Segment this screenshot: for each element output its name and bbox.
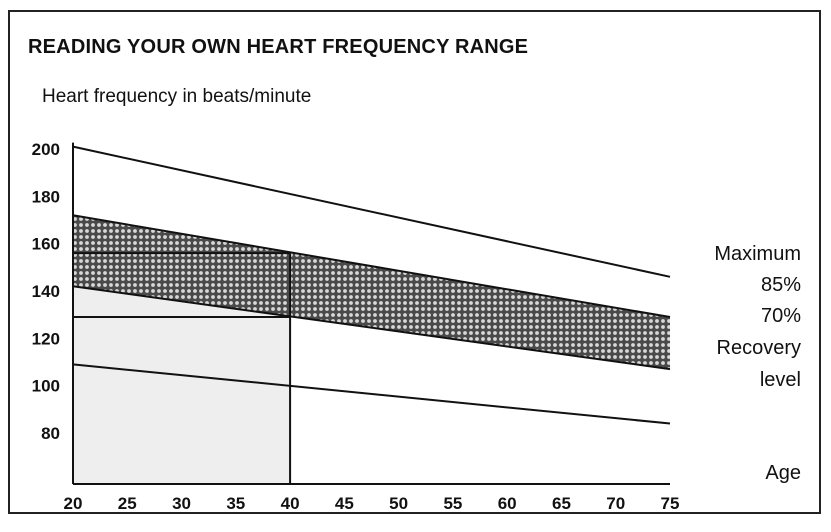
- series-label: 85%: [761, 274, 801, 296]
- x-tick-label: 50: [389, 494, 408, 513]
- x-tick-label: 70: [606, 494, 625, 513]
- x-tick-label: 40: [281, 494, 300, 513]
- x-tick-label: 65: [552, 494, 571, 513]
- x-tick-label: 60: [498, 494, 517, 513]
- x-tick-label: 20: [64, 494, 83, 513]
- y-tick-label: 160: [32, 235, 60, 254]
- series-label: Recovery: [717, 337, 801, 359]
- y-tick-label: 120: [32, 329, 60, 348]
- y-axis-label: Heart frequency in beats/minute: [42, 86, 312, 107]
- x-axis-label: Age: [765, 462, 801, 484]
- y-tick-label: 180: [32, 187, 60, 206]
- x-tick-label: 75: [661, 494, 680, 513]
- y-tick-label: 200: [32, 140, 60, 159]
- y-tick-label: 80: [41, 424, 60, 443]
- x-tick-label: 30: [172, 494, 191, 513]
- x-tick-label: 55: [443, 494, 462, 513]
- x-tick-label: 25: [118, 494, 137, 513]
- x-tick-label: 45: [335, 494, 354, 513]
- y-tick-label: 100: [32, 377, 60, 396]
- x-tick-label: 35: [226, 494, 245, 513]
- chart-title: READING YOUR OWN HEART FREQUENCY RANGE: [28, 36, 529, 58]
- series-line-recovery-level: [72, 363, 671, 425]
- series-label: level: [760, 369, 801, 391]
- y-tick-label: 140: [32, 282, 60, 301]
- series-label: 70%: [761, 305, 801, 327]
- series-line-85: [72, 214, 671, 319]
- series-line-70: [72, 285, 671, 371]
- series-label: Maximum: [714, 243, 801, 265]
- series-line-maximum: [72, 145, 671, 278]
